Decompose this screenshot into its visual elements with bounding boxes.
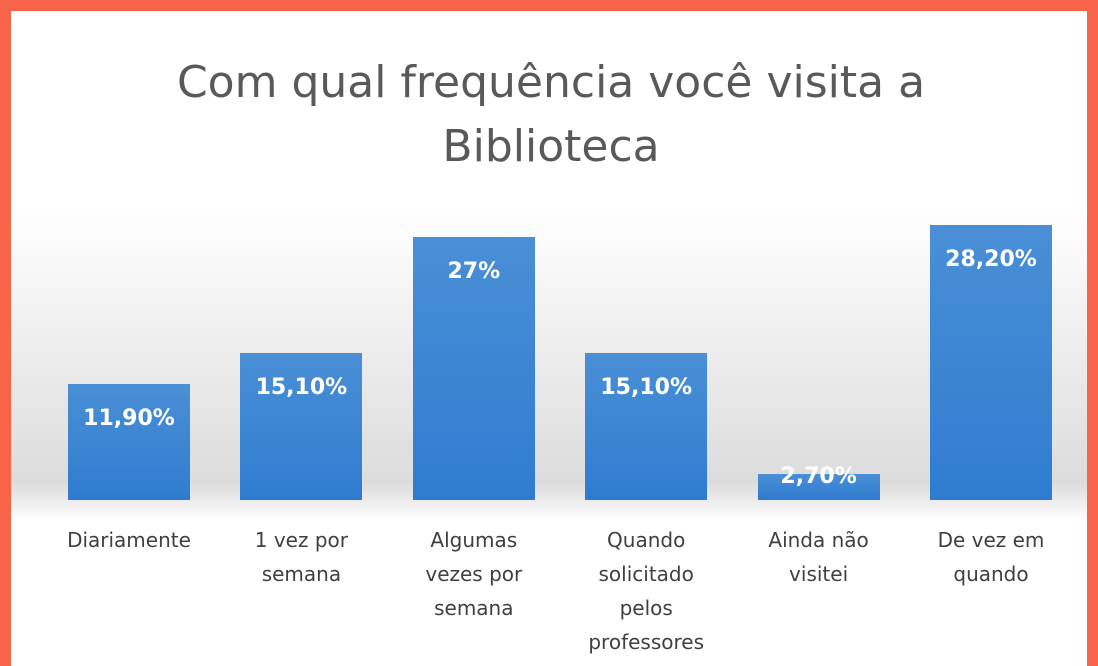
chart-title: Com qual frequência você visita a Biblio… [176, 57, 926, 172]
bar [585, 352, 708, 500]
x-tick-label: Diariamente [67, 528, 191, 552]
bar [930, 225, 1052, 500]
data-label: 15,10% [255, 374, 348, 400]
x-tick-label: De vez em quando [937, 528, 1045, 586]
data-label: 27% [447, 258, 501, 284]
x-tick-label: 1 vez por semana [254, 528, 348, 586]
data-label: 28,20% [945, 247, 1037, 273]
data-label: 15,10% [600, 374, 692, 400]
bar [757, 473, 880, 500]
x-tick-label: Quando solicitado pelos professores [588, 528, 705, 654]
data-label: 11,90% [83, 405, 175, 431]
x-tick-label: Algumas vezes por semana [425, 528, 523, 620]
bar [240, 352, 363, 500]
x-tick-label: Ainda não visitei [768, 528, 869, 586]
data-label: 2,70% [780, 463, 857, 489]
bar [68, 383, 190, 500]
bar [412, 236, 535, 500]
